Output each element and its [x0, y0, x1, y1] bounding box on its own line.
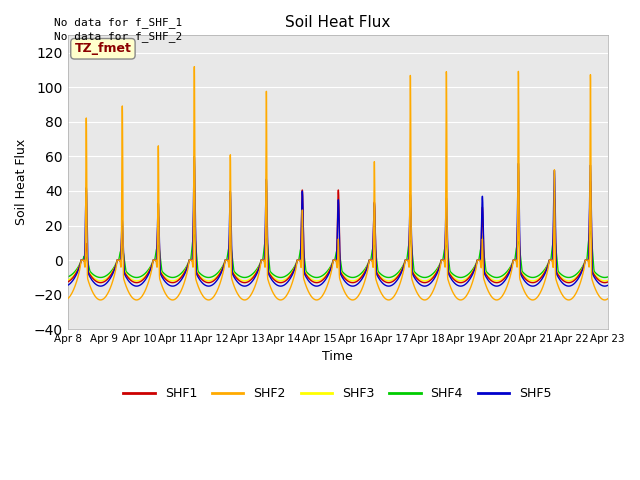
SHF4	[490, 274, 497, 280]
SHF1	[604, 279, 611, 285]
SHF3	[587, 213, 595, 218]
SHF3	[64, 277, 72, 283]
SHF2	[459, 297, 467, 302]
SHF4	[429, 271, 436, 277]
SHF1	[604, 279, 612, 285]
SHF5	[601, 283, 609, 289]
SHF5	[459, 283, 467, 288]
SHF5	[604, 283, 612, 288]
SHF3	[459, 278, 467, 284]
SHF5	[64, 283, 72, 288]
SHF4	[586, 228, 594, 234]
SHF3	[429, 274, 436, 280]
SHF5	[604, 283, 611, 288]
SHF2	[161, 289, 168, 295]
SHF5	[490, 282, 497, 288]
SHF2	[429, 289, 436, 295]
SHF4	[161, 271, 168, 277]
SHF2	[604, 296, 611, 302]
SHF1	[601, 280, 609, 286]
SHF3	[317, 276, 325, 282]
SHF3	[604, 277, 612, 283]
SHF3	[604, 277, 611, 283]
SHF2	[604, 296, 612, 302]
SHF4	[604, 274, 612, 280]
SHF2	[317, 294, 325, 300]
SHF4	[64, 274, 72, 280]
SHF1	[161, 275, 168, 281]
Text: No data for f_SHF_1: No data for f_SHF_1	[54, 17, 182, 28]
SHF3	[161, 274, 168, 280]
Line: SHF3: SHF3	[68, 216, 608, 281]
SHF1	[64, 279, 72, 285]
SHF2	[490, 296, 497, 301]
SHF5	[161, 278, 168, 284]
Text: TZ_fmet: TZ_fmet	[74, 42, 131, 55]
X-axis label: Time: Time	[322, 350, 353, 363]
SHF1	[490, 279, 497, 285]
Line: SHF2: SHF2	[68, 67, 608, 300]
SHF4	[317, 274, 325, 279]
Line: SHF5: SHF5	[68, 156, 608, 286]
Text: No data for f_SHF_2: No data for f_SHF_2	[54, 31, 182, 42]
Line: SHF4: SHF4	[68, 231, 608, 277]
SHF4	[604, 274, 611, 280]
Legend: SHF1, SHF2, SHF3, SHF4, SHF5: SHF1, SHF2, SHF3, SHF4, SHF5	[118, 383, 557, 406]
SHF5	[317, 281, 325, 287]
SHF3	[601, 278, 609, 284]
Y-axis label: Soil Heat Flux: Soil Heat Flux	[15, 139, 28, 226]
SHF1	[459, 279, 467, 285]
SHF4	[601, 275, 609, 280]
SHF2	[191, 64, 198, 70]
Line: SHF1: SHF1	[68, 181, 608, 283]
SHF5	[191, 154, 198, 159]
SHF1	[317, 278, 325, 284]
SHF3	[490, 277, 497, 283]
Title: Soil Heat Flux: Soil Heat Flux	[285, 15, 390, 30]
SHF5	[429, 278, 436, 284]
SHF1	[587, 179, 595, 184]
SHF2	[601, 297, 609, 303]
SHF1	[429, 275, 436, 281]
SHF2	[64, 296, 72, 302]
SHF4	[459, 275, 467, 280]
